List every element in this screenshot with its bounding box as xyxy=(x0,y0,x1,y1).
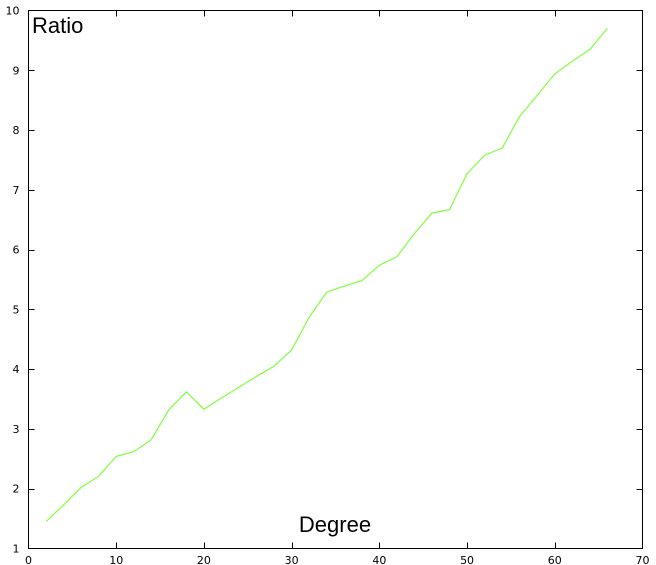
x-tick-label: 30 xyxy=(285,554,299,565)
y-axis-title: Ratio xyxy=(32,13,83,38)
x-tick-label: 60 xyxy=(548,554,562,565)
y-tick-label: 6 xyxy=(13,244,20,257)
x-tick-label: 20 xyxy=(197,554,211,565)
y-tick-label: 7 xyxy=(13,184,20,197)
axis-ticks xyxy=(28,10,643,549)
y-tick-label: 8 xyxy=(13,124,20,137)
x-tick-label: 0 xyxy=(25,554,32,565)
plot-frame xyxy=(28,10,643,549)
y-tick-labels: 1 2 3 4 5 6 7 8 9 10 xyxy=(6,5,20,556)
y-tick-label: 1 xyxy=(13,543,20,556)
y-tick-label: 3 xyxy=(13,423,20,436)
x-tick-label: 10 xyxy=(109,554,123,565)
x-tick-labels: 0 10 20 30 40 50 60 70 xyxy=(25,554,650,565)
y-tick-label: 9 xyxy=(13,64,20,77)
y-tick-label: 5 xyxy=(13,303,20,316)
y-tick-label: 2 xyxy=(13,483,20,496)
x-tick-label: 50 xyxy=(460,554,474,565)
x-tick-label: 70 xyxy=(636,554,650,565)
x-tick-label: 40 xyxy=(372,554,386,565)
series-line xyxy=(45,28,608,523)
x-axis-title: Degree xyxy=(299,512,371,537)
y-tick-label: 10 xyxy=(6,5,20,18)
y-tick-label: 4 xyxy=(13,363,20,376)
